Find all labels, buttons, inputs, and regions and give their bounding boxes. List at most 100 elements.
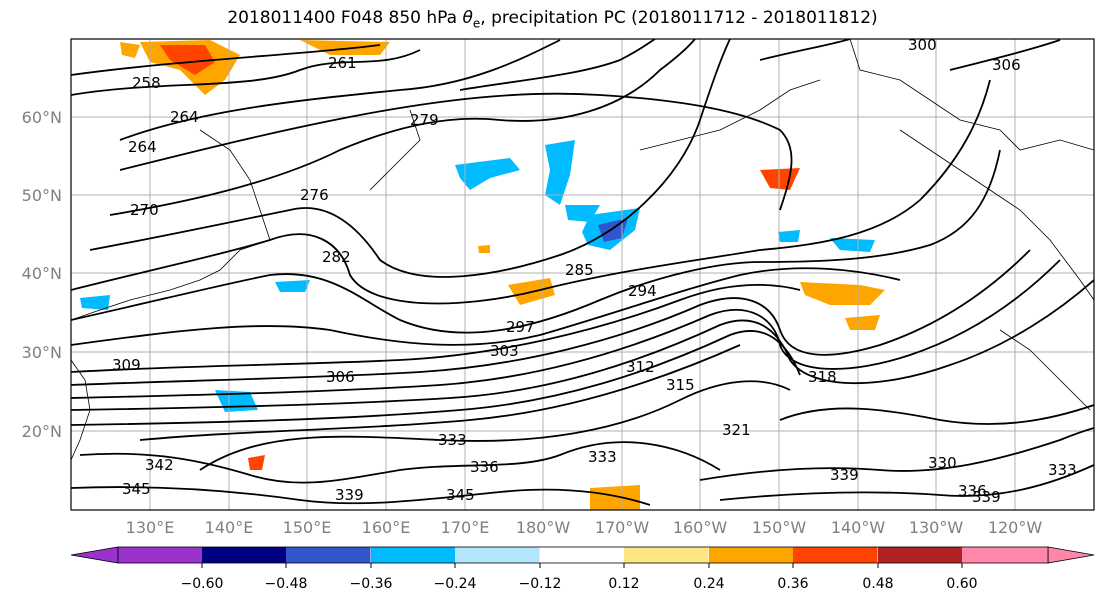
precip-blob [80,295,110,310]
contour-label: 306 [326,368,355,386]
colorbar-tick-labels: −0.60 −0.48 −0.36 −0.24 −0.12 0.12 0.24 … [181,576,978,592]
coastline [899,129,1094,301]
contour-line [199,380,791,471]
precip-blob [778,230,800,242]
coastlines [71,39,1094,461]
contour-label: 336 [470,458,499,476]
colorbar-bin [793,547,878,563]
colorbar-tick-label: −0.24 [434,576,477,592]
colorbar: −0.60 −0.48 −0.36 −0.24 −0.12 0.12 0.24 … [70,546,1095,592]
map-frame [70,38,1095,511]
contour-line [759,39,851,61]
contour-label: 264 [170,108,199,126]
contour-label: 336 [958,482,987,500]
contour-label: 312 [626,358,655,376]
latitude-labels: 60°N 50°N 40°N 30°N 20°N [22,108,62,441]
colorbar-tick-label: 0.12 [608,576,639,592]
colorbar-extend-left [70,546,119,564]
contour-line [71,330,801,426]
colorbar-bin [624,547,709,563]
colorbar-bin [118,547,203,563]
colorbar-bin [962,547,1048,563]
lon-label: 150°W [752,518,807,537]
contour-line [71,49,421,96]
contour-line [139,344,741,441]
colorbar-bin [286,547,371,563]
contour-labels: 258 261 264 264 270 279 276 282 285 294 … [112,36,1077,506]
lon-label: 130°W [909,518,964,537]
contour-line [459,39,656,91]
coastline [849,39,1094,151]
contour-label: 261 [328,54,357,72]
lon-label: 170°W [595,518,650,537]
colorbar-tick-label: −0.12 [519,576,562,592]
contour-label: 300 [908,36,937,54]
contour-line [119,39,561,141]
contour-line [71,259,1061,399]
contour-label: 303 [490,342,519,360]
contour-label: 321 [722,421,751,439]
contour-line [71,267,901,346]
longitude-labels: 130°E 140°E 150°E 160°E 170°E 180°W 170°… [126,518,1043,537]
contour-label: 333 [438,431,467,449]
lat-label: 20°N [22,422,62,441]
precip-blob [120,42,140,58]
contour-line [71,44,381,76]
precip-blob [845,315,880,330]
contour-label: 318 [808,368,837,386]
theta-e-contours [71,39,1094,506]
contour-label: 345 [446,486,475,504]
contour-line [779,404,1094,425]
colorbar-bin [878,547,963,563]
contour-label: 306 [992,56,1021,74]
contour-label: 333 [1048,461,1077,479]
contour-label: 282 [322,248,351,266]
colorbar-ticks [201,563,963,568]
contour-label: 276 [300,186,329,204]
contour-line [71,79,991,305]
contour-label: 285 [565,261,594,279]
coastline [639,79,821,151]
contour-line [949,39,1061,71]
coastline [71,129,271,321]
lon-label: 160°W [673,518,728,537]
colorbar-bin [455,547,540,563]
contour-label: 333 [588,448,617,466]
lon-label: 140°E [205,518,254,537]
contour-label: 270 [130,201,159,219]
colorbar-tick-label: 0.48 [862,576,893,592]
contour-label: 258 [132,74,161,92]
precip-blob [275,280,310,292]
contour-label: 264 [128,138,157,156]
colorbar-tick-label: 0.24 [693,576,724,592]
colorbar-frame [117,546,1049,564]
contour-label: 339 [972,488,1001,506]
contour-line [719,464,1094,501]
colorbar-extend-right [1047,546,1095,564]
lon-label: 130°E [126,518,175,537]
contour-line [71,249,1031,386]
lon-label: 140°W [831,518,886,537]
contour-line [89,39,731,278]
map-panel: 258 261 264 264 270 279 276 282 285 294 … [71,36,1094,510]
precip-blob [830,238,875,252]
contour-label: 315 [666,376,695,394]
precip-blob [248,455,265,470]
contour-label: 279 [410,111,439,129]
lat-label: 40°N [22,264,62,283]
colorbar-tick-label: −0.36 [350,576,393,592]
lon-label: 160°E [362,518,411,537]
precip-blob [478,245,490,253]
contour-line [71,486,651,506]
contour-line [79,441,721,484]
contour-label: 294 [628,282,657,300]
coastline [999,329,1091,411]
contour-line [71,149,1001,334]
lat-label: 30°N [22,343,62,362]
colorbar-tick-label: −0.48 [265,576,308,592]
lat-label: 50°N [22,186,62,205]
colorbar-bin [371,547,456,563]
precip-blob [800,282,885,305]
contour-label: 345 [122,480,151,498]
contour-label: 339 [335,486,364,504]
